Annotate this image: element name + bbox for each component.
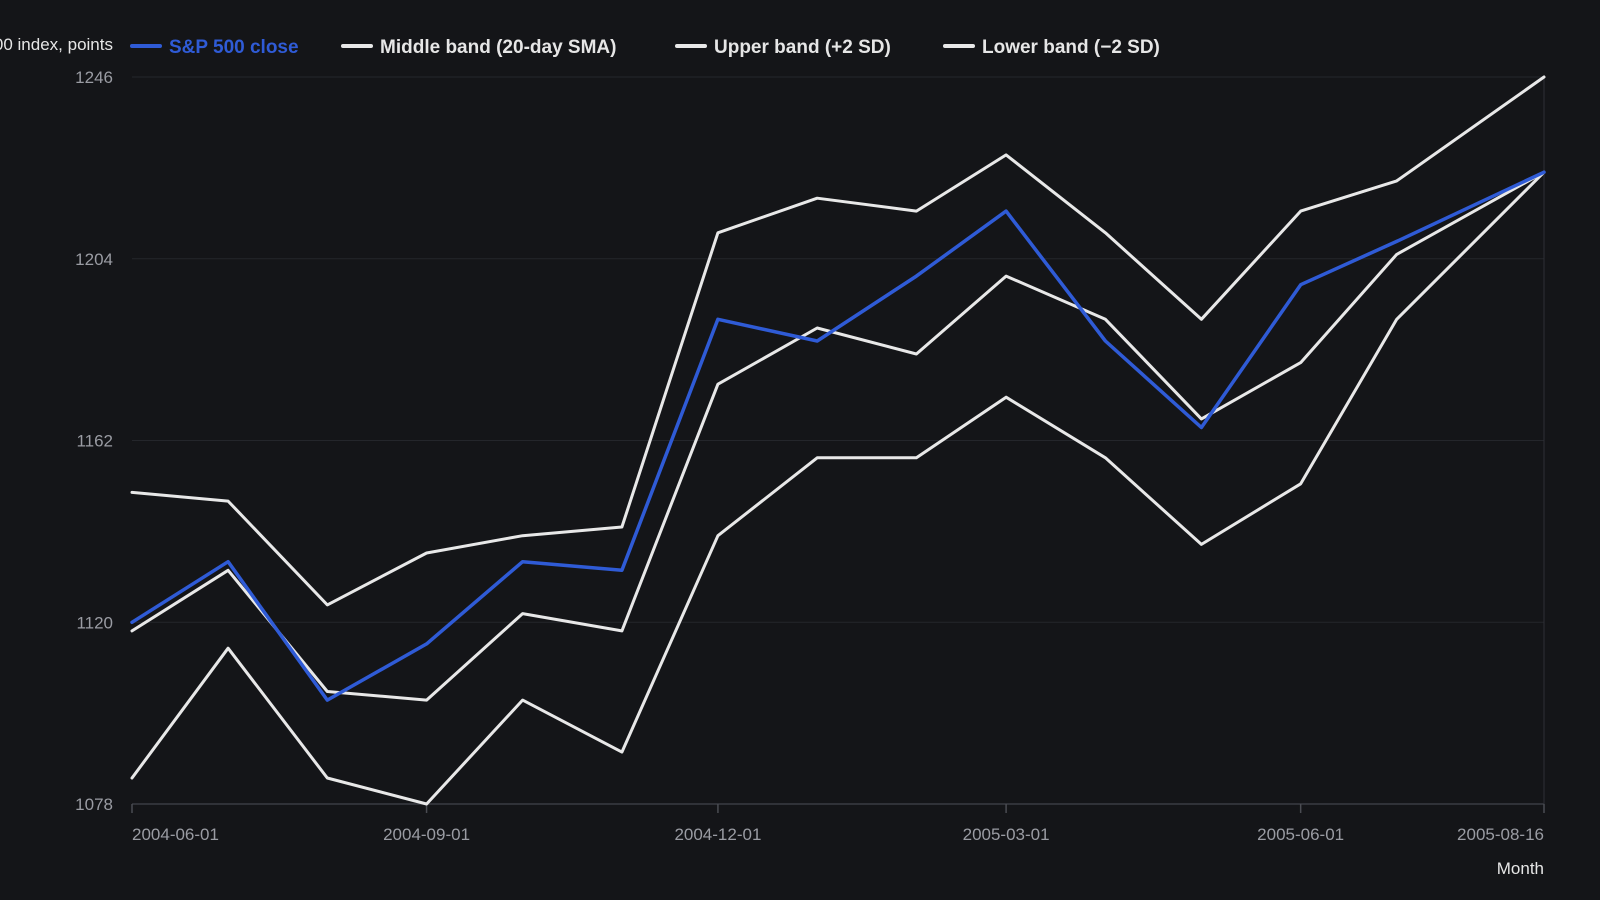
- x-axis: 2004-06-01 2004-09-01 2004-12-01 2005-03-01…: [131, 804, 1545, 844]
- y-axis: 1078 1120 1162 1204 1246: [75, 68, 113, 814]
- x-axis-label: Month: [1497, 859, 1544, 878]
- series-line-3: [130, 170, 1546, 806]
- legend-label: Upper band (+2 SD): [714, 37, 891, 58]
- y-tick-label: 1162: [76, 432, 113, 451]
- x-tick-label: 2004-06-01: [132, 825, 219, 844]
- legend-label: S&P 500 close: [169, 37, 299, 58]
- grid: [132, 76, 1544, 623]
- series-line-2: [130, 75, 1546, 607]
- y-axis-label: S&P 500 index, points: [0, 35, 113, 54]
- series-line-1: [130, 170, 1546, 702]
- y-tick-label: 1078: [75, 795, 113, 814]
- legend-label: Lower band (−2 SD): [982, 37, 1160, 58]
- legend-label: Middle band (20-day SMA): [380, 37, 616, 58]
- series-lines: [130, 75, 1546, 806]
- y-tick-label: 1120: [76, 613, 113, 632]
- y-tick-label: 1246: [75, 68, 113, 87]
- legend: S&P 500 close Middle band (20-day SMA) Upp…: [130, 37, 1160, 58]
- series-line-0: [130, 170, 1546, 702]
- x-tick-label: 2005-06-01: [1257, 825, 1344, 844]
- x-tick-label: 2005-08-16: [1457, 825, 1544, 844]
- x-tick-label: 2004-09-01: [383, 825, 470, 844]
- x-tick-label: 2005-03-01: [963, 825, 1050, 844]
- x-tick-label: 2004-12-01: [674, 825, 761, 844]
- y-tick-label: 1204: [75, 250, 113, 269]
